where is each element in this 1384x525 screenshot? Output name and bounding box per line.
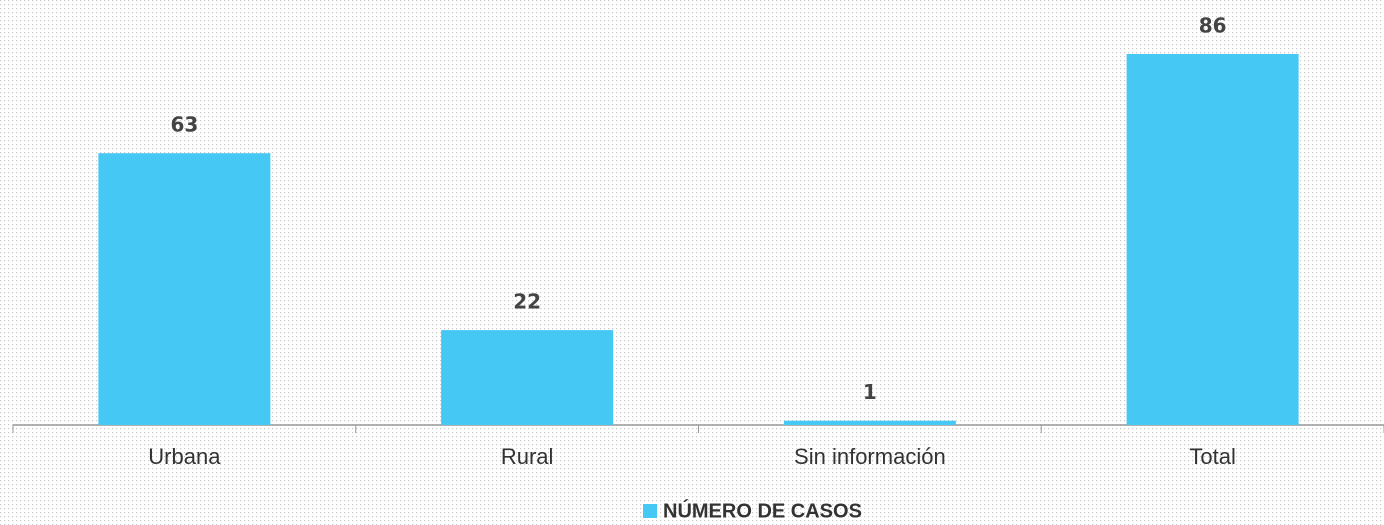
data-label: 1	[863, 380, 877, 404]
data-label: 86	[1199, 14, 1227, 38]
data-label: 63	[170, 113, 198, 137]
bar	[783, 420, 956, 425]
x-tick-label: Sin información	[794, 444, 946, 469]
legend-swatch	[643, 504, 657, 518]
x-tick-label: Rural	[501, 444, 554, 469]
bar	[441, 330, 614, 425]
data-label: 22	[513, 290, 541, 314]
x-tick-label: Total	[1189, 444, 1235, 469]
x-tick-label: Urbana	[148, 444, 221, 469]
bar	[1126, 54, 1299, 425]
legend-label: NÚMERO DE CASOS	[663, 498, 862, 522]
bar	[98, 153, 271, 425]
